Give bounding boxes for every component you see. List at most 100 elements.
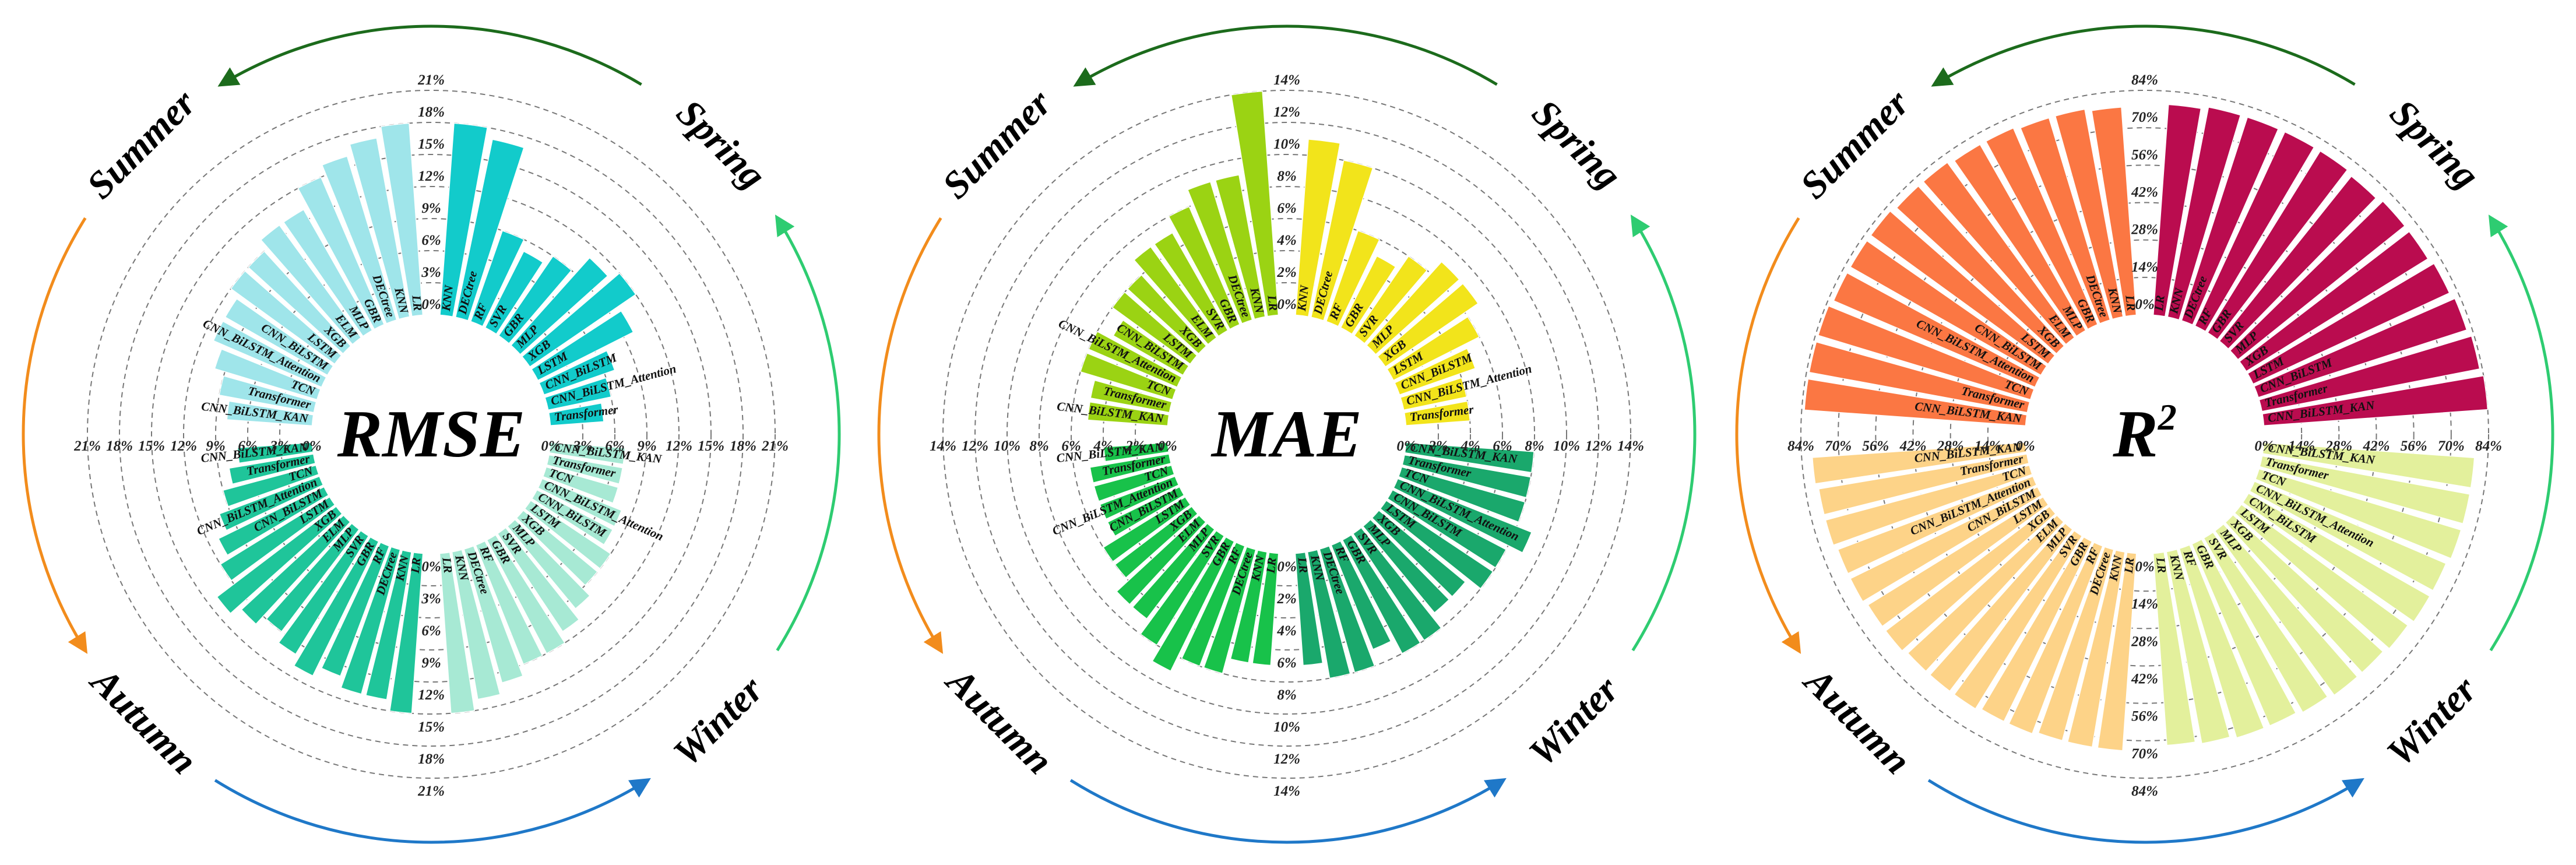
tick-label-top: 15%	[418, 136, 445, 152]
grid-circle	[87, 90, 776, 779]
season-label-autumn: Autumn	[82, 659, 206, 783]
tick-label-left: 3%	[269, 438, 289, 454]
bar-autumn-xgb	[1114, 505, 1199, 579]
bar-winter-cnn-bilstm-attention	[2249, 480, 2447, 592]
bar-autumn-cnn-bilstm	[1849, 486, 2043, 602]
model-label: LR	[409, 294, 425, 311]
tick-label-right: 3%	[572, 438, 592, 454]
bar-autumn-tcn	[1825, 465, 2033, 546]
tick-label-left: 28%	[1937, 438, 1964, 454]
tick-label-bottom: 84%	[2131, 783, 2158, 799]
bar-winter-rf	[1331, 540, 1392, 650]
bar-autumn-dectree	[2037, 546, 2114, 741]
model-label: KNN	[439, 284, 456, 312]
tick-label-left: 14%	[1975, 438, 2001, 454]
grid-circle	[1039, 186, 1535, 683]
bar-autumn-cnn-bilstm-kan	[237, 442, 314, 464]
bar-winter-cnn-bilstm	[2242, 493, 2431, 623]
bar-summer-mlp	[283, 209, 373, 337]
tick-label-right: 0%	[2254, 438, 2274, 454]
bar-winter-knn	[451, 549, 501, 700]
tick-label-top: 21%	[417, 72, 445, 88]
tick-label-top: 14%	[1273, 72, 1300, 88]
grid-circle	[1800, 90, 2489, 779]
bar-autumn-lstm	[220, 496, 336, 582]
chart-title: MAE	[1210, 397, 1362, 472]
tick-label-top: 0%	[2135, 297, 2154, 312]
tick-label-bottom: 9%	[421, 655, 441, 671]
bar-spring-cnn-bilstm	[539, 350, 615, 396]
bar-summer-lr	[380, 122, 424, 317]
grid-circle	[247, 250, 615, 618]
bar-winter-svr	[1352, 527, 1442, 641]
tick-label-left: 14%	[930, 438, 956, 454]
bar-summer-cnn-bilstm-attention	[1088, 330, 1183, 388]
bar-summer-elm	[1133, 246, 1217, 345]
bar-autumn-lstm	[1103, 496, 1191, 562]
bar-summer-knn	[349, 138, 410, 320]
bar-winter-cnn-bilstm	[531, 489, 614, 546]
bar-winter-cnn-bilstm-attention	[537, 478, 622, 527]
bar-summer-transformer	[1808, 341, 2030, 413]
tick-label-bottom: 4%	[1276, 623, 1296, 639]
bar-summer-tcn	[214, 349, 322, 400]
bar-autumn-lr	[1252, 551, 1279, 666]
bar-summer-elm	[260, 224, 362, 345]
tick-label-bottom: 12%	[418, 687, 445, 703]
bar-spring-mlp	[1366, 261, 1460, 356]
bar-spring-cnn-bilstm-attention	[544, 377, 612, 411]
bar-winter-xgb	[2225, 514, 2384, 673]
bar-autumn-dectree	[340, 546, 401, 695]
bar-spring-mlp	[510, 257, 608, 356]
bar-autumn-elm	[1907, 515, 2064, 672]
bar-autumn-lr	[389, 551, 424, 714]
tick-label-right: 6%	[1493, 438, 1512, 454]
bar-summer-cnn-bilstm-attention	[213, 321, 327, 388]
bar-spring-knn	[1295, 139, 1341, 318]
tick-label-bottom: 0%	[421, 559, 441, 575]
bar-summer-cnn-bilstm-kan	[226, 400, 314, 427]
tick-label-left: 6%	[238, 438, 257, 454]
bar-winter-lstm	[2234, 504, 2409, 649]
tick-label-top: 70%	[2131, 110, 2158, 125]
bar-summer-transformer	[1090, 379, 1173, 413]
tick-label-right: 0%	[541, 438, 560, 454]
bar-spring-lstm	[2247, 263, 2450, 385]
center-disc	[336, 339, 526, 529]
bar-spring-xgb	[1377, 283, 1479, 368]
bar-summer-knn	[1215, 174, 1266, 320]
bar-winter-transformer	[1402, 454, 1532, 498]
chart-title: R2	[2112, 396, 2176, 472]
tick-label-top: 42%	[2131, 185, 2158, 201]
tick-label-left: 70%	[1825, 438, 1852, 454]
tick-label-right: 0%	[1396, 438, 1416, 454]
bar-winter-tcn	[2254, 468, 2462, 560]
bar-winter-lr	[439, 551, 476, 714]
bar-spring-lstm	[530, 310, 634, 381]
tick-label-left: 42%	[1899, 438, 1927, 454]
bar-spring-cnn-bilstm-attention	[1400, 377, 1468, 411]
tick-label-right: 56%	[2401, 438, 2427, 454]
bar-autumn-cnn-bilstm-kan	[1103, 442, 1170, 462]
tick-label-left: 18%	[106, 438, 133, 454]
bar-summer-xgb	[1896, 185, 2065, 354]
tick-label-bottom: 14%	[1273, 783, 1300, 799]
tick-label-right: 2%	[1428, 438, 1448, 454]
bar-winter-lr	[1294, 551, 1324, 666]
bar-autumn-mlp	[1132, 522, 1216, 620]
bar-summer-lr	[1230, 90, 1279, 317]
bar-winter-xgb	[516, 509, 599, 586]
tick-label-bottom: 14%	[2131, 596, 2158, 612]
bar-winter-rf	[2179, 544, 2265, 739]
bar-autumn-rf	[321, 541, 390, 677]
model-label: LR	[2123, 294, 2138, 311]
bar-spring-cnn-bilstm	[1394, 347, 1476, 396]
bar-spring-rf	[2194, 131, 2315, 332]
grid-circle	[1071, 218, 1503, 650]
model-label: KNN	[1294, 284, 1312, 312]
bar-spring-xgb	[521, 272, 636, 368]
tick-label-right: 28%	[2325, 438, 2352, 454]
tick-label-bottom: 42%	[2131, 671, 2158, 687]
tick-label-bottom: 56%	[2131, 709, 2158, 725]
arrow-autumn-to-winter	[1927, 778, 2364, 844]
